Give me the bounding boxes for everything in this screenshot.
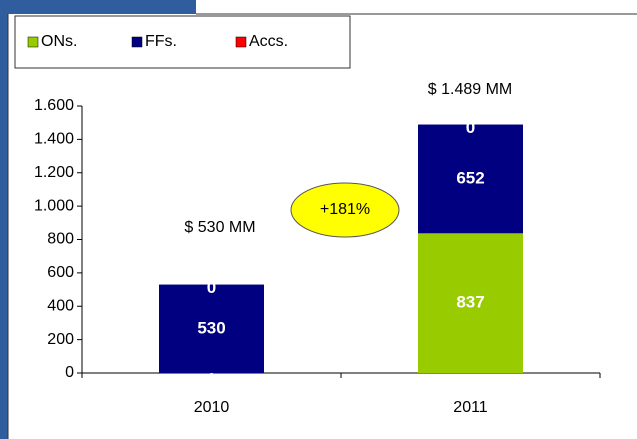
x-tick-label: 2011	[453, 399, 488, 416]
data-label: 837	[456, 293, 484, 312]
y-tick-label: 800	[47, 231, 74, 248]
legend-label: ONs.	[41, 33, 77, 50]
annotation: $ 530 MM	[184, 219, 255, 236]
legend-box	[14, 15, 351, 69]
growth-ellipse	[290, 182, 400, 238]
legend-label: FFs.	[145, 33, 177, 50]
x-tick-label: 2010	[194, 399, 230, 416]
y-tick-label: 1.600	[34, 97, 74, 114]
top-tab	[0, 0, 196, 14]
legend-label: Accs.	[249, 33, 288, 50]
y-tick-label: 400	[47, 297, 74, 314]
data-label: 530	[197, 318, 225, 337]
y-tick-label: 1.000	[34, 197, 74, 214]
y-tick-label: 200	[47, 331, 74, 348]
legend-swatch	[131, 36, 143, 48]
y-tick-label: 1.200	[34, 164, 74, 181]
bar-segment	[418, 233, 523, 373]
bar-segment	[159, 284, 264, 373]
legend-swatch	[27, 36, 39, 48]
side-strip	[0, 0, 8, 439]
bar-segment	[418, 124, 523, 234]
data-label: 0	[466, 118, 475, 137]
data-label: 652	[456, 168, 484, 187]
annotation: +181%	[320, 201, 370, 218]
y-tick-label: 1.400	[34, 131, 74, 148]
y-tick-label: 0	[65, 364, 74, 381]
legend-swatch	[235, 36, 247, 48]
annotation: $ 1.489 MM	[428, 81, 512, 98]
y-tick-label: 600	[47, 264, 74, 281]
data-label: 0	[207, 278, 216, 297]
